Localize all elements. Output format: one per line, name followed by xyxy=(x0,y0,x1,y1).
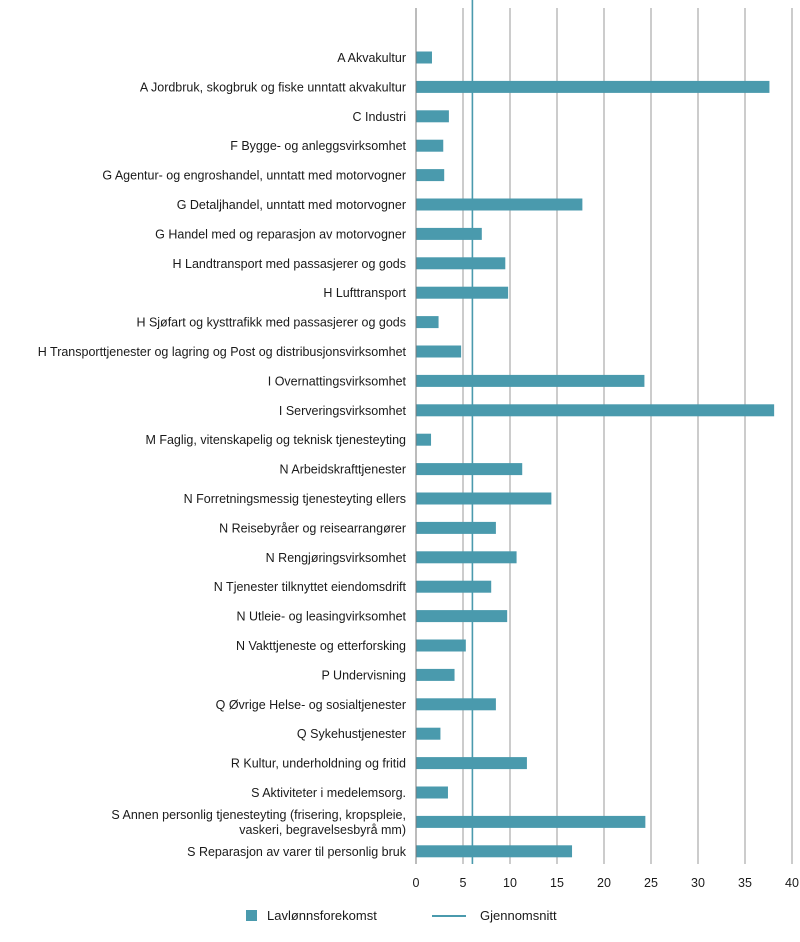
chart-canvas: 0 5 10 15 20 25 30 35 40 A Akvakultur A Jordbruk, … xyxy=(38,0,799,890)
category-label: S Aktiviteter i medelemsorg. xyxy=(251,786,406,800)
category-label: N Arbeidskrafttjenester xyxy=(280,463,406,477)
bar xyxy=(416,580,492,593)
category-label: N Forretningsmessig tjenesteyting ellers xyxy=(184,492,406,506)
x-tick-label: 25 xyxy=(644,876,658,890)
bar xyxy=(416,521,496,534)
x-tick-label: 5 xyxy=(460,876,467,890)
bar xyxy=(416,169,445,182)
x-tick-label: 35 xyxy=(738,876,752,890)
bar xyxy=(416,433,432,446)
bar xyxy=(416,227,482,240)
bar xyxy=(416,198,583,211)
bar xyxy=(416,286,509,299)
category-label: N Vakttjeneste og etterforsking xyxy=(236,639,406,653)
category-label: M Faglig, vitenskapelig og teknisk tjene… xyxy=(145,433,406,447)
category-label: P Undervisning xyxy=(321,668,406,682)
category-label: Q Øvrige Helse- og sosialtjenester xyxy=(216,698,406,712)
category-label: Q Sykehustjenester xyxy=(297,727,406,741)
x-tick-label: 0 xyxy=(413,876,420,890)
bar xyxy=(416,727,441,740)
category-label: N Rengjøringsvirksomhet xyxy=(266,551,407,565)
x-tick-label: 15 xyxy=(550,876,564,890)
category-label: G Detaljhandel, unntatt med motorvogner xyxy=(177,198,406,212)
category-label: F Bygge- og anleggsvirksomhet xyxy=(230,139,406,153)
bar xyxy=(416,698,496,711)
category-label: H Landtransport med passasjerer og gods xyxy=(173,257,406,271)
category-label: N Reisebyråer og reisearrangører xyxy=(219,521,406,535)
bar xyxy=(416,492,552,505)
bar xyxy=(416,463,523,476)
category-label: H Lufttransport xyxy=(323,286,406,300)
bar xyxy=(416,639,466,652)
bar xyxy=(416,845,573,858)
legend-item-bars: Lavlønnsforekomst xyxy=(246,908,377,923)
legend-line-swatch xyxy=(432,914,466,917)
category-label: N Utleie- og leasingvirksomhet xyxy=(236,610,406,624)
category-label: S Reparasjon av varer til personlig bruk xyxy=(187,845,407,859)
category-label: A Jordbruk, skogbruk og fiske unntatt ak… xyxy=(140,80,406,94)
bar xyxy=(416,257,506,270)
category-label: I Serveringsvirksomhet xyxy=(279,404,407,418)
legend-label-bars: Lavlønnsforekomst xyxy=(267,908,377,923)
bar xyxy=(416,551,517,564)
legend-item-average: Gjennomsnitt xyxy=(432,908,557,923)
bar xyxy=(416,51,432,64)
category-label: H Transporttjenester og lagring og Post … xyxy=(38,345,407,359)
category-label: R Kultur, underholdning og fritid xyxy=(231,757,406,771)
x-tick-label: 10 xyxy=(503,876,517,890)
legend-label-average: Gjennomsnitt xyxy=(480,908,557,923)
bar xyxy=(416,139,444,152)
bar xyxy=(416,345,462,358)
bar xyxy=(416,316,439,329)
bar xyxy=(416,374,645,387)
category-label: A Akvakultur xyxy=(337,51,406,65)
x-tick-label: 30 xyxy=(691,876,705,890)
category-label: N Tjenester tilknyttet eiendomsdrift xyxy=(214,580,407,594)
category-label: G Agentur- og engroshandel, unntatt med … xyxy=(102,169,406,183)
bar xyxy=(416,610,508,623)
bar xyxy=(416,404,775,417)
category-label: G Handel med og reparasjon av motorvogne… xyxy=(155,227,406,241)
bar xyxy=(416,815,646,828)
legend: Lavlønnsforekomst Gjennomsnitt xyxy=(0,908,800,938)
bar xyxy=(416,668,455,681)
x-tick-label: 40 xyxy=(785,876,799,890)
x-tick-label: 20 xyxy=(597,876,611,890)
bar xyxy=(416,80,770,93)
bar xyxy=(416,757,527,770)
category-label: S Annen personlig tjenesteyting (friseri… xyxy=(111,808,406,837)
bar xyxy=(416,786,448,799)
legend-bar-swatch xyxy=(246,910,257,921)
category-label: I Overnattingsvirksomhet xyxy=(268,374,407,388)
category-label: H Sjøfart og kysttrafikk med passasjerer… xyxy=(136,316,406,330)
bar xyxy=(416,110,449,123)
category-label: C Industri xyxy=(353,110,407,124)
